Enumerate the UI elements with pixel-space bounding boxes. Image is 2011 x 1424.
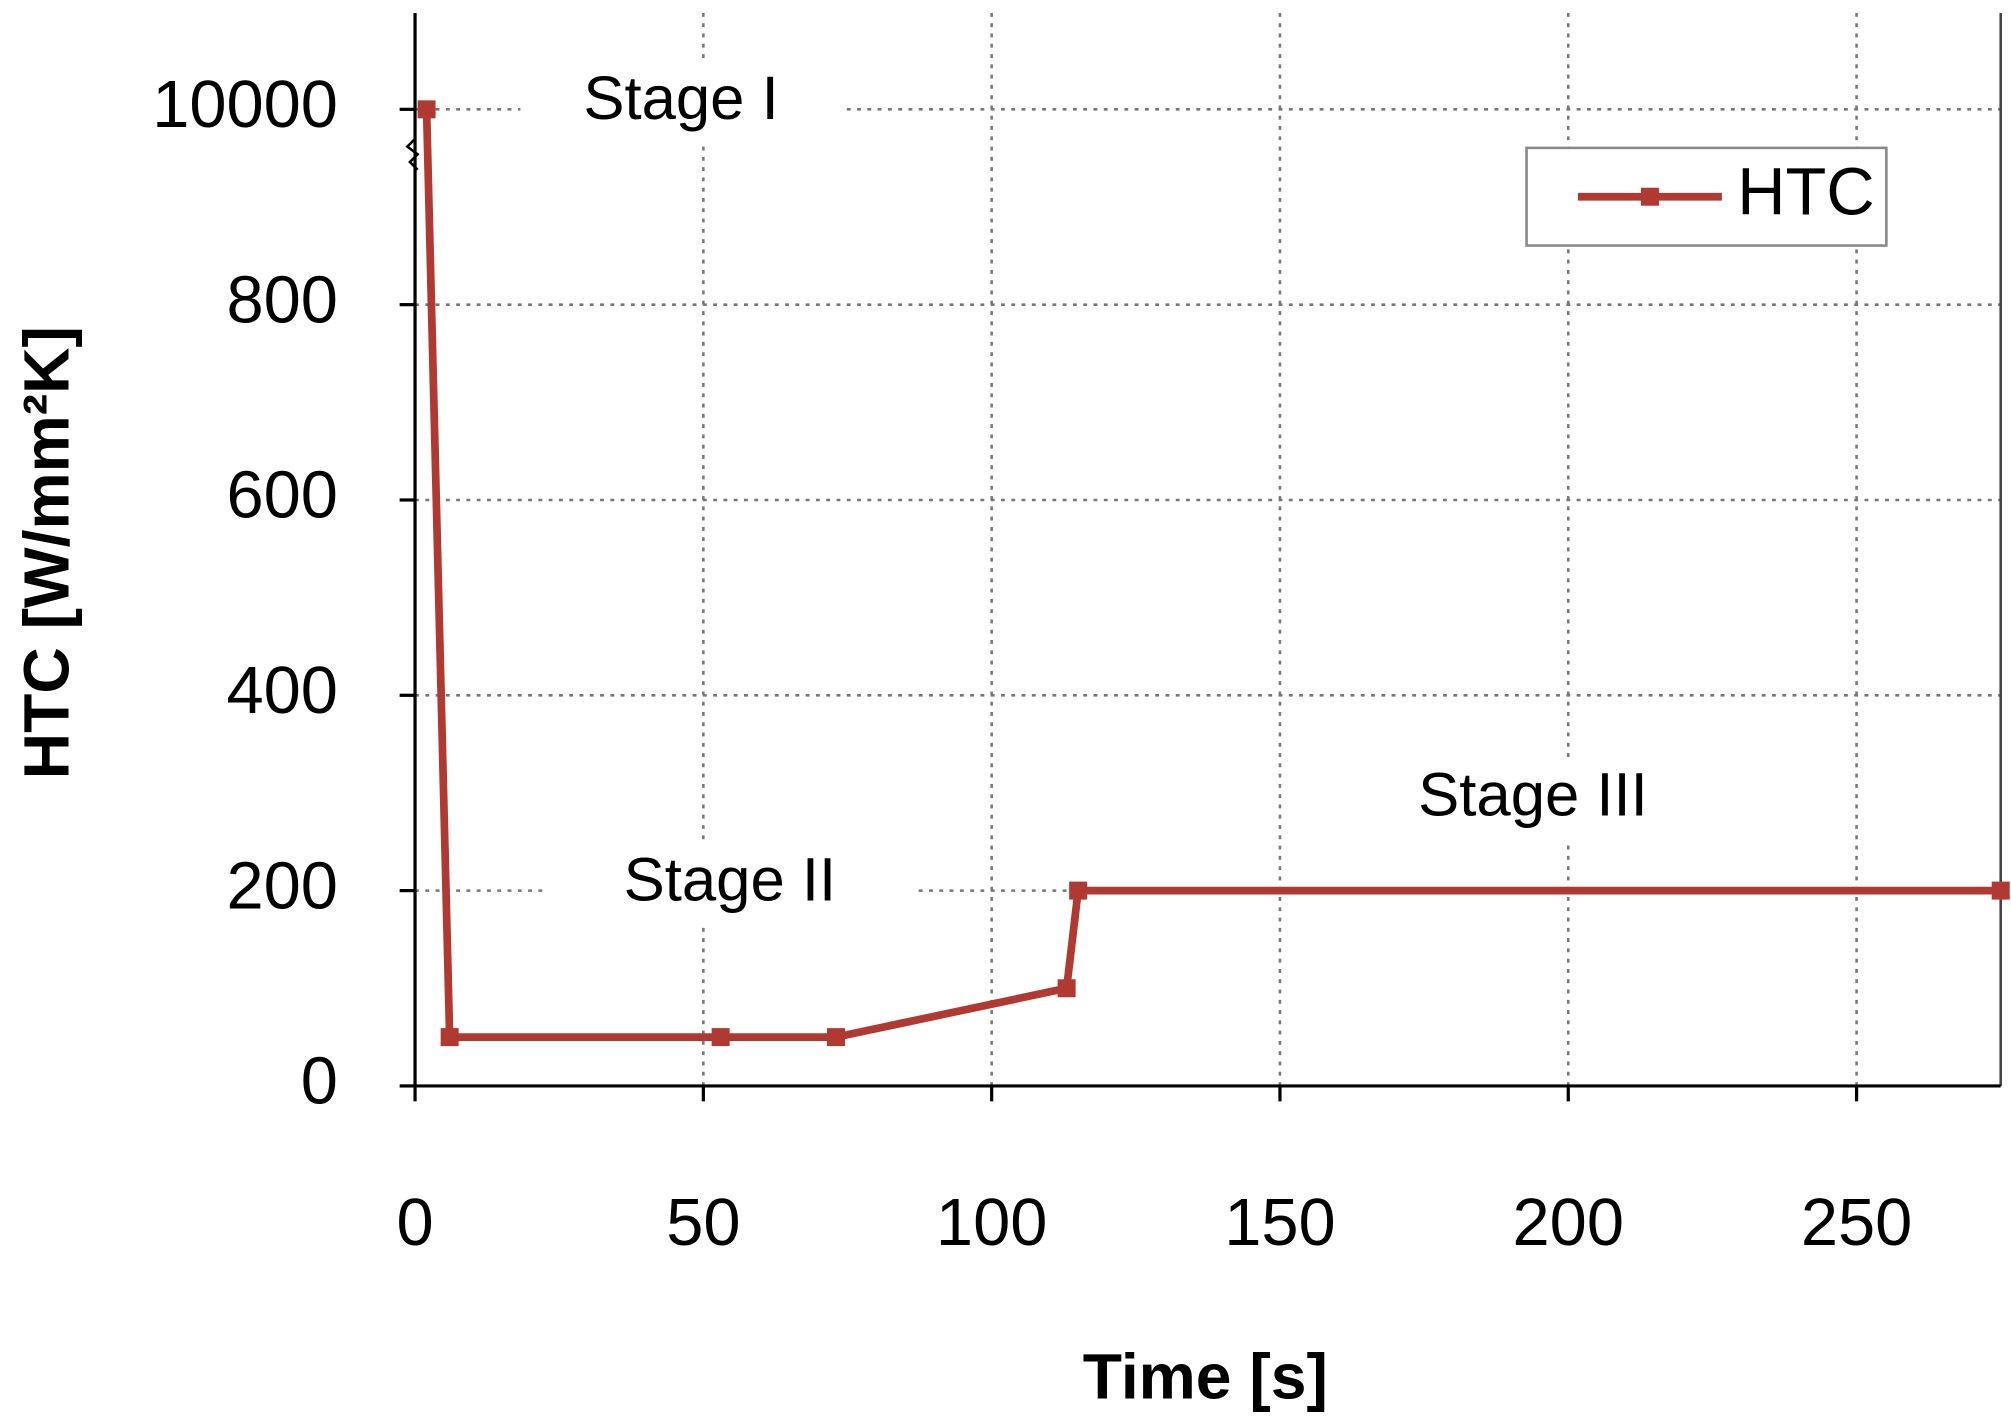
x-tick-label: 150 [1224,1186,1335,1260]
annotation: Stage III [1418,761,1648,830]
legend-marker [1640,187,1659,206]
point-marker [417,100,436,119]
point-marker [1991,881,2010,900]
point-marker [826,1028,845,1047]
y-tick-label: 200 [226,849,337,923]
y-axis-title: HTC [W/mm²K] [10,326,82,779]
axis-break [405,137,420,171]
x-axis-title: Time [s] [1083,1340,1328,1412]
point-marker [1057,979,1076,998]
y-tick-label: 10000 [152,68,338,142]
x-tick-label: 200 [1513,1186,1624,1260]
x-tick-label: 250 [1801,1186,1912,1260]
x-tick-label: 0 [396,1186,433,1260]
point-marker [1069,881,1088,900]
annotation-bg [543,843,917,926]
legend-label: HTC [1737,155,1874,229]
x-tick-label: 100 [936,1186,1047,1260]
annotation: Stage I [583,64,778,133]
y-tick-label: 600 [226,459,337,533]
annotation-bg [1346,758,1720,841]
y-tick-label: 800 [226,263,337,337]
y-tick-label: 400 [226,654,337,728]
y-tick-label: 0 [301,1045,338,1119]
point-marker [711,1028,730,1047]
point-marker [440,1028,459,1047]
annotation: Stage II [624,845,837,914]
annotation-bg [520,61,842,145]
x-tick-label: 50 [666,1186,740,1260]
